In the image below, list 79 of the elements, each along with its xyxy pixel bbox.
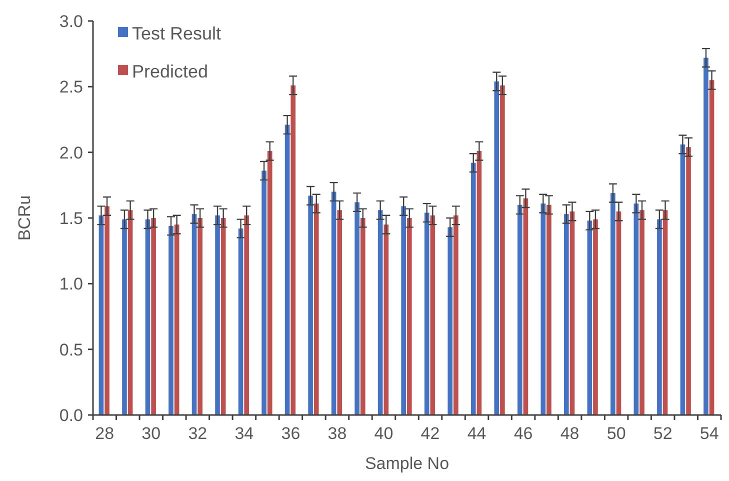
- bar: [98, 215, 104, 415]
- y-tick-label: 2.0: [59, 143, 83, 162]
- bar: [616, 211, 622, 415]
- x-tick-label: 32: [188, 424, 208, 443]
- bar: [704, 58, 708, 415]
- bar: [407, 218, 412, 415]
- y-axis-title: BCRu: [15, 195, 34, 241]
- bar: [128, 210, 133, 415]
- bar: [424, 212, 430, 415]
- bar: [145, 219, 150, 415]
- bar: [244, 215, 249, 415]
- bar: [354, 202, 360, 415]
- bar: [198, 218, 202, 415]
- bar: [540, 204, 546, 415]
- x-tick-label: 30: [142, 424, 161, 443]
- bar: [308, 196, 313, 415]
- x-tick-label: 44: [467, 424, 486, 443]
- bar: [517, 204, 522, 415]
- bar: [220, 218, 226, 415]
- bar: [634, 204, 639, 415]
- y-tick-label: 1.0: [59, 274, 83, 294]
- bar: [564, 214, 569, 415]
- x-tick-label: 54: [700, 424, 719, 443]
- bar: [384, 224, 389, 415]
- y-tick-label: 0.5: [59, 340, 83, 360]
- x-axis-title: Sample No: [364, 454, 450, 473]
- x-tick-label: 36: [281, 424, 300, 443]
- bar: [662, 210, 668, 415]
- x-tick-label: 28: [95, 424, 114, 443]
- bar: [122, 219, 127, 415]
- bar: [454, 215, 458, 415]
- x-tick-label: 42: [420, 424, 440, 443]
- bar: [192, 214, 197, 415]
- x-tick-label: 50: [606, 424, 626, 443]
- y-tick-label: 0.0: [59, 406, 83, 425]
- bar: [360, 218, 366, 415]
- bar: [570, 211, 575, 415]
- x-tick-label: 52: [653, 424, 672, 443]
- bar: [709, 80, 714, 415]
- bar: [104, 206, 110, 415]
- bar: [610, 193, 616, 415]
- bar: [290, 85, 296, 415]
- bar: [500, 85, 505, 415]
- x-tick-label: 34: [234, 424, 254, 443]
- bar: [476, 151, 482, 415]
- y-tick-label: 2.5: [59, 78, 83, 97]
- bar: [680, 144, 686, 415]
- bar: [168, 226, 174, 415]
- bar: [331, 192, 336, 415]
- bar: [470, 162, 476, 415]
- legend-label: Predicted: [132, 61, 208, 82]
- bar: [401, 206, 406, 415]
- bar: [587, 220, 592, 415]
- x-tick-label: 46: [514, 424, 533, 443]
- y-tick-label: 1.5: [59, 208, 83, 228]
- bar: [448, 227, 453, 415]
- bar: [151, 218, 156, 415]
- x-tick-label: 40: [374, 424, 394, 443]
- bar: [494, 81, 500, 415]
- bar: [284, 124, 290, 415]
- bar: [267, 151, 272, 415]
- bar: [523, 198, 528, 415]
- bar: [174, 224, 180, 415]
- bar: [238, 228, 244, 415]
- bar: [593, 219, 598, 415]
- y-tick-label: 3.0: [59, 12, 83, 31]
- bar: [546, 204, 552, 415]
- bar: [430, 215, 436, 415]
- bar: [337, 210, 342, 415]
- bar: [378, 210, 383, 415]
- bar: [215, 215, 220, 415]
- x-tick-label: 48: [560, 424, 580, 443]
- x-tick-label: 38: [328, 424, 347, 443]
- bar: [686, 147, 691, 415]
- legend-label: Test Result: [132, 23, 222, 44]
- bar: [657, 219, 662, 415]
- bar: [314, 204, 319, 415]
- bar: [640, 210, 644, 415]
- bar: [262, 170, 266, 415]
